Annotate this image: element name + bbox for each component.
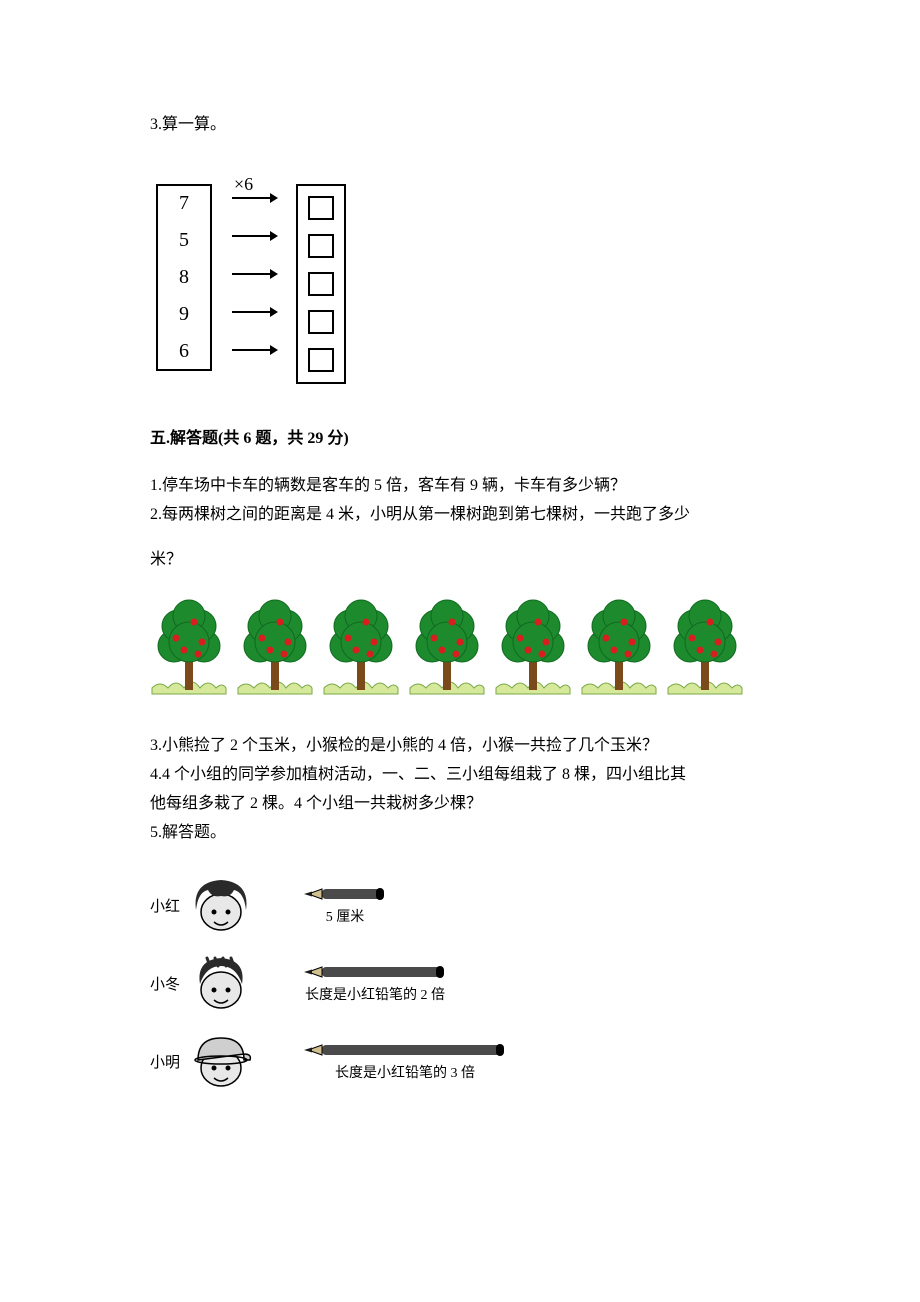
tree-icon	[580, 598, 658, 696]
calc-input: 9	[168, 303, 200, 326]
calc-input: 6	[168, 340, 200, 363]
calc-arrow-row	[230, 224, 278, 248]
calc-arrow-row	[230, 338, 278, 362]
kid-cell: 小红	[150, 874, 256, 940]
pencil-cell: 长度是小红铅笔的 2 倍	[302, 962, 448, 1008]
calc-output-box	[308, 196, 334, 220]
problem-3: 3.小熊捡了 2 个玉米，小猴检的是小熊的 4 倍，小猴一共捡了几个玉米？	[150, 732, 770, 759]
page: 3.算一算。 7 5 8 9 6 ×6	[0, 0, 920, 1156]
pencil-label: 长度是小红铅笔的 2 倍	[305, 984, 445, 1008]
calc-arrow-row	[230, 300, 278, 324]
calc-output-box	[308, 310, 334, 334]
kid-head-icon	[186, 952, 256, 1018]
kid-name: 小冬	[150, 973, 180, 999]
tree-icon	[150, 598, 228, 696]
pencil-row: 小明 长度是小红铅笔的 3 倍	[150, 1030, 770, 1096]
calc-input: 8	[168, 266, 200, 289]
arrow-icon	[230, 265, 278, 283]
calc-operator: ×6	[234, 174, 253, 195]
calc-arrow-row	[230, 262, 278, 286]
tree-icon	[236, 598, 314, 696]
problem-5: 5.解答题。	[150, 819, 770, 846]
arrow-icon	[230, 341, 278, 359]
kid-name: 小明	[150, 1051, 180, 1077]
tree-icon	[408, 598, 486, 696]
calc-output-box	[308, 272, 334, 296]
problem-2-line-2: 米？	[150, 546, 770, 573]
pencil-icon	[302, 1040, 508, 1060]
section-5-title: 五.解答题(共 6 题，共 29 分)	[150, 424, 770, 448]
problem-1: 1.停车场中卡车的辆数是客车的 5 倍，客车有 9 辆，卡车有多少辆？	[150, 472, 770, 499]
tree-icon	[322, 598, 400, 696]
calc-input: 5	[168, 229, 200, 252]
tree-icon	[494, 598, 572, 696]
problem-list: 1.停车场中卡车的辆数是客车的 5 倍，客车有 9 辆，卡车有多少辆？ 2.每两…	[150, 472, 770, 1096]
kid-head-icon	[186, 874, 256, 940]
arrow-icon	[230, 227, 278, 245]
calc-output-box	[308, 234, 334, 258]
pencil-label: 长度是小红铅笔的 3 倍	[335, 1062, 475, 1086]
problem-2-line-1: 2.每两棵树之间的距离是 4 米，小明从第一棵树跑到第七棵树，一共跑了多少	[150, 501, 770, 528]
pencil-row: 小冬 长度是小红铅笔的 2 倍	[150, 952, 770, 1018]
problem-4-line-2: 他每组多栽了 2 棵。4 个小组一共栽树多少棵？	[150, 790, 770, 817]
pencil-label: 5 厘米	[326, 906, 365, 930]
problem-4-line-1: 4.4 个小组的同学参加植树活动，一、二、三小组每组栽了 8 棵，四小组比其	[150, 761, 770, 788]
pencil-icon	[302, 962, 448, 982]
calc-diagram: 7 5 8 9 6 ×6	[156, 184, 770, 384]
pencil-cell: 长度是小红铅笔的 3 倍	[302, 1040, 508, 1086]
pencil-icon	[302, 884, 388, 904]
pencil-figure: 小红 5 厘米小冬 长度是小红铅笔的 2 倍小明 长度是小红铅笔的 3 倍	[150, 874, 770, 1096]
arrow-icon	[230, 303, 278, 321]
trees-figure	[150, 598, 770, 696]
kid-cell: 小明	[150, 1030, 256, 1096]
question-3: 3.算一算。 7 5 8 9 6 ×6	[150, 110, 770, 384]
calc-input-column: 7 5 8 9 6	[156, 184, 212, 371]
calc-input: 7	[168, 192, 200, 215]
calc-output-box	[308, 348, 334, 372]
calc-output-column	[296, 184, 346, 384]
kid-head-icon	[186, 1030, 256, 1096]
calc-arrow-column: ×6	[230, 184, 278, 362]
q3-label: 3.算一算。	[150, 110, 770, 134]
kid-cell: 小冬	[150, 952, 256, 1018]
pencil-row: 小红 5 厘米	[150, 874, 770, 940]
pencil-cell: 5 厘米	[302, 884, 388, 930]
kid-name: 小红	[150, 895, 180, 921]
tree-icon	[666, 598, 744, 696]
calc-arrow-row: ×6	[230, 186, 278, 210]
